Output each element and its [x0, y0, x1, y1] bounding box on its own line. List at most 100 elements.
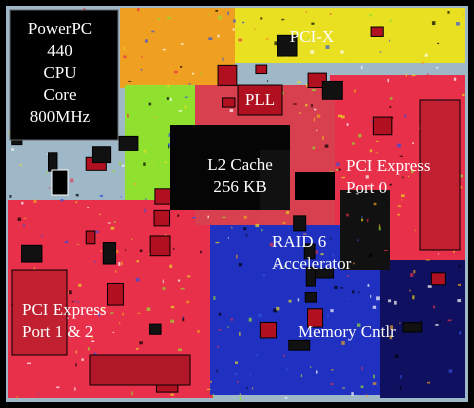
block-label: RAID 6: [272, 232, 326, 251]
texture-dot: [128, 80, 132, 82]
texture-dot: [346, 59, 348, 63]
texture-dot: [400, 199, 403, 201]
texture-dot: [131, 391, 133, 396]
cell-block: [255, 64, 268, 75]
texture-dot: [70, 178, 74, 183]
texture-dot: [114, 270, 117, 273]
texture-dot: [71, 301, 74, 303]
texture-dot: [453, 77, 457, 81]
texture-dot: [427, 381, 431, 384]
texture-dot: [245, 234, 248, 237]
texture-dot: [94, 261, 96, 263]
texture-dot: [331, 369, 334, 371]
texture-dot: [215, 241, 220, 244]
texture-dot: [78, 283, 82, 287]
cell-block: [288, 339, 311, 351]
texture-dot: [410, 191, 412, 195]
texture-dot: [325, 45, 330, 49]
texture-dot: [74, 300, 77, 302]
texture-dot: [162, 48, 166, 51]
texture-dot: [192, 216, 196, 219]
texture-dot: [353, 89, 356, 93]
texture-dot: [351, 392, 354, 396]
texture-dot: [356, 107, 360, 111]
labels: PowerPC 440 CPU Core 800MHz PCI-X PLL L2 Cache 2…: [22, 19, 431, 341]
texture-dot: [208, 37, 213, 41]
texture-dot: [372, 305, 377, 309]
texture-dot: [9, 195, 12, 198]
texture-dot: [64, 240, 69, 244]
texture-dot: [297, 298, 300, 302]
texture-dot: [305, 103, 308, 107]
texture-dot: [11, 148, 14, 151]
texture-dot: [282, 221, 286, 224]
texture-dot: [389, 106, 392, 108]
texture-dot: [120, 196, 123, 198]
texture-dot: [123, 55, 127, 59]
texture-dot: [232, 28, 235, 31]
texture-dot: [455, 22, 460, 26]
cell-block: [430, 272, 446, 286]
texture-dot: [229, 109, 234, 113]
texture-dot: [412, 142, 414, 145]
texture-dot: [115, 249, 119, 254]
texture-dot: [76, 243, 80, 245]
texture-dot: [297, 81, 301, 84]
macro: [89, 354, 191, 386]
texture-dot: [200, 72, 203, 75]
texture-dot: [400, 375, 402, 379]
texture-dot: [411, 170, 414, 174]
texture-dot: [373, 374, 375, 379]
cell-block: [304, 291, 318, 303]
texture-dot: [338, 168, 341, 171]
texture-dot: [122, 164, 125, 167]
texture-dot: [162, 287, 166, 290]
texture-dot: [137, 312, 141, 314]
texture-dot: [113, 221, 116, 223]
block-label: PCI-X: [290, 27, 334, 46]
texture-dot: [243, 227, 247, 231]
l2-bank: [260, 150, 290, 210]
texture-dot: [273, 308, 278, 313]
texture-dot: [311, 89, 316, 92]
l2-bank: [295, 172, 335, 200]
texture-dot: [157, 25, 159, 30]
texture-dot: [127, 113, 129, 118]
texture-dot: [82, 8, 86, 10]
texture-dot: [143, 149, 147, 153]
block-label: Port 0: [346, 178, 387, 197]
texture-dot: [330, 309, 334, 313]
texture-dot: [361, 216, 363, 219]
texture-dot: [98, 313, 100, 317]
cell-block: [372, 116, 393, 136]
texture-dot: [122, 312, 125, 316]
texture-dot: [177, 279, 181, 282]
texture-dot: [75, 363, 77, 367]
texture-dot: [170, 319, 175, 323]
texture-dot: [296, 20, 298, 24]
texture-dot: [191, 81, 193, 83]
texture-dot: [167, 84, 170, 87]
texture-dot: [124, 249, 127, 251]
texture-dot: [239, 393, 241, 396]
texture-dot: [234, 361, 239, 364]
texture-dot: [373, 202, 377, 206]
texture-dot: [370, 120, 373, 122]
texture-dot: [315, 148, 319, 153]
texture-dot: [23, 224, 25, 227]
texture-dot: [376, 296, 380, 301]
texture-dot: [207, 215, 209, 219]
texture-dot: [40, 234, 43, 237]
texture-dot: [352, 290, 355, 294]
texture-dot: [399, 386, 402, 390]
texture-dot: [56, 386, 60, 389]
texture-dot: [16, 395, 18, 400]
texture-dot: [394, 354, 399, 358]
texture-dot: [248, 317, 252, 322]
texture-dot: [77, 301, 79, 304]
texture-dot: [404, 173, 407, 178]
cell-block: [21, 244, 43, 263]
texture-dot: [238, 263, 242, 267]
texture-dot: [265, 37, 269, 40]
texture-dot: [310, 366, 312, 369]
